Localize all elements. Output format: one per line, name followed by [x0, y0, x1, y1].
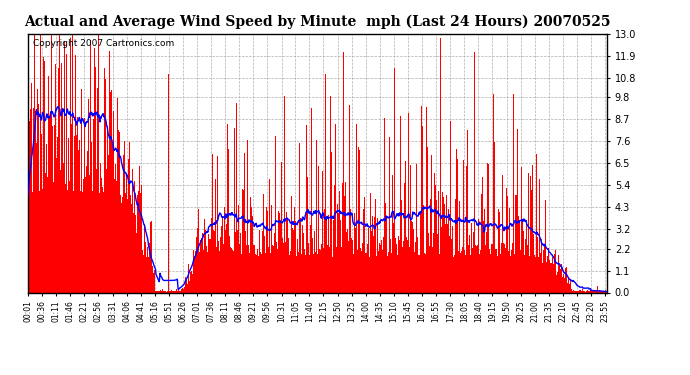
Text: Actual and Average Wind Speed by Minute  mph (Last 24 Hours) 20070525: Actual and Average Wind Speed by Minute … [24, 15, 611, 29]
Text: Copyright 2007 Cartronics.com: Copyright 2007 Cartronics.com [33, 39, 175, 48]
